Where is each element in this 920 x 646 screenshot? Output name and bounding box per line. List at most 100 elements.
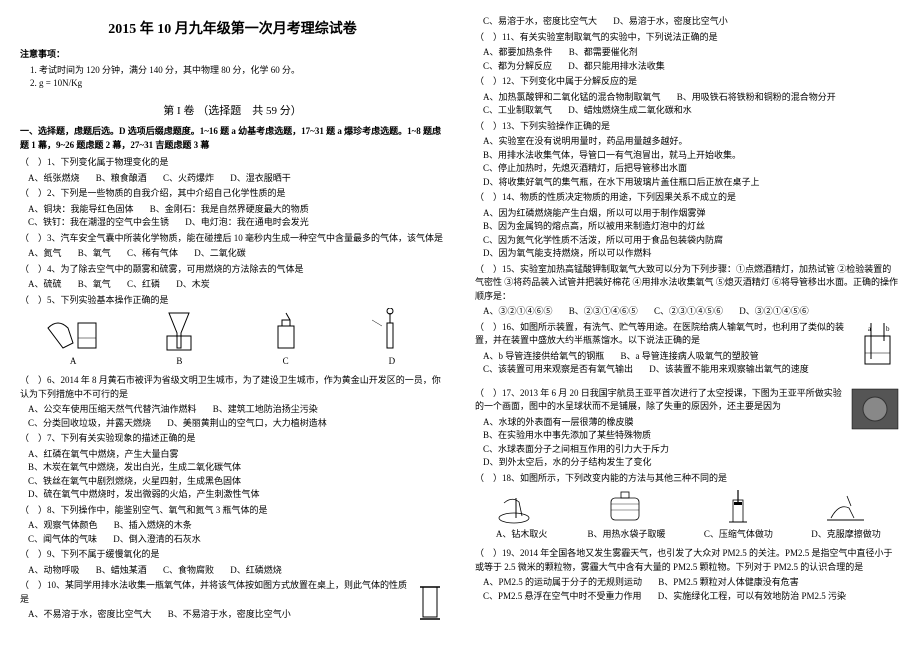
water-sphere-icon xyxy=(850,387,900,432)
gas-jar-icon xyxy=(415,579,445,624)
q4-opts: A、硫硫 B、氧气 C、红磷 D、木炭 xyxy=(28,278,445,292)
q9a: A、动物呼吸 xyxy=(28,564,80,578)
q15d: D、③②①④⑤⑥ xyxy=(739,305,809,319)
q2-opts: A、铜块：我能导红色固体 B、金刚石：我是自然界硬度最大的物质 xyxy=(28,203,445,217)
q17c-line: C、水球表面分子之间相互作用的引力大于斥力 xyxy=(483,443,900,457)
q11b: B、都需要催化剂 xyxy=(569,46,638,60)
q19c: C、PM2.5 悬浮在空气中时不受重力作用 xyxy=(483,590,642,604)
q12b: B、用吸铁石将铁粉和铜粉的混合物分开 xyxy=(677,91,836,105)
compress-gas-icon xyxy=(711,488,766,526)
q5-fig-b: B xyxy=(149,308,209,369)
q13: （ ）13、下列实验操作正确的是 xyxy=(475,120,900,134)
q1b: B、粮食酿酒 xyxy=(96,172,147,186)
q9d: D、红磷燃烧 xyxy=(230,564,282,578)
q12-opts: A、加热氯酸钾和二氧化锰的混合物制取氧气 B、用吸铁石将铁粉和铜粉的混合物分开 xyxy=(483,91,900,105)
q19d: D、实施绿化工程，可以有效地防治 PM2.5 污染 xyxy=(658,590,846,604)
q9c: C、食物腐败 xyxy=(163,564,214,578)
q14b-line: B、因为金属钨的熔点高，所以被用来制造灯泡中的灯丝 xyxy=(483,220,900,234)
friction-icon xyxy=(819,488,874,526)
q10d: D、易溶于水，密度比空气小 xyxy=(613,15,728,29)
q19-opts-2: C、PM2.5 悬浮在空气中时不受重力作用 D、实施绿化工程，可以有效地防治 P… xyxy=(483,590,900,604)
q12d: D、蜡烛燃烧生成二氧化碳和水 xyxy=(568,104,692,118)
q3-opts: A、氮气 B、氧气 C、稀有气体 D、二氧化碳 xyxy=(28,247,445,261)
q16: （ ）16、如图所示装置，有洗气、贮气等用途。在医院给病人输氧气时，也利用了类似… xyxy=(475,321,900,348)
q19a: A、PM2.5 的运动属于分子的无规则运动 xyxy=(483,576,642,590)
q12a: A、加热氯酸钾和二氧化锰的混合物制取氧气 xyxy=(483,91,661,105)
q12-opts-2: C、工业制取氧气 D、蜡烛燃烧生成二氧化碳和水 xyxy=(483,104,900,118)
q18a-label: A、钻木取火 xyxy=(494,528,549,542)
q9-opts: A、动物呼吸 B、蜡烛某酒 C、食物腐败 D、红磷燃烧 xyxy=(28,564,445,578)
q6d: D、美丽黄荆山的空气口，大力植树造林 xyxy=(167,417,327,431)
funnel-icon xyxy=(149,308,209,353)
q2d: D、电灯泡：我在通电时会发光 xyxy=(185,216,309,230)
q8a: A、观察气体颜色 xyxy=(28,519,98,533)
q7d-line: D、硫在氧气中燃烧时，发出微弱的火焰，产生刺激性气体 xyxy=(28,488,445,502)
q16c: C、该装置可用来观察是否有氧气输出 xyxy=(483,363,633,377)
section-1-instruction: 一、选择题，虑题后选。D 选项后缀虑题度。1~16 题 a 幼基考虑选题，17~… xyxy=(20,125,445,152)
q3: （ ）3、汽车安全气囊中所装化学物质，能在碰撞后 10 毫秒内生成一种空气中含量… xyxy=(20,232,445,246)
q4c: C、红磷 xyxy=(127,278,160,292)
svg-text:b: b xyxy=(886,325,890,333)
q16b: B、a 导管连接病人吸氧气的塑胶管 xyxy=(621,350,759,364)
notice-2: 2. g = 10N/Kg xyxy=(30,77,445,91)
q18-figures: A、钻木取火 B、用热水袋子取暖 C、压缩气体做功 xyxy=(475,491,900,541)
q2: （ ）2、下列是一些物质的自我介绍，其中介绍自己化学性质的是 xyxy=(20,187,445,201)
q14a-line: A、因为红磷燃烧能产生白烟，所以可以用于制作烟雾弹 xyxy=(483,207,900,221)
q5-fig-c: C xyxy=(256,308,316,369)
q10c: C、易溶于水，密度比空气大 xyxy=(483,15,597,29)
q13d-line: D、将收集好氧气的集气瓶，在水下用玻璃片盖住瓶口后正放在桌子上 xyxy=(483,176,900,190)
q19b: B、PM2.5 颗粒对人体健康没有危害 xyxy=(658,576,799,590)
q2a: A、铜块：我能导红色固体 xyxy=(28,203,134,217)
dropper-tube-icon xyxy=(362,308,422,353)
q11-opts-2: C、都为分解反应 D、都只能用排水法收集 xyxy=(483,60,900,74)
q6-opts: A、公交车使用压缩天然气代替汽油作燃料 B、建筑工地防治扬尘污染 xyxy=(28,403,445,417)
q11a: A、都要加热条件 xyxy=(483,46,553,60)
q7c-line: C、铁丝在氧气中剧烈燃烧，火星四射，生成黑色固体 xyxy=(28,475,445,489)
q5-figures: A B C xyxy=(20,313,445,368)
q18c-label: C、压缩气体做功 xyxy=(704,528,773,542)
q14: （ ）14、物质的性质决定物质的用途，下列因果关系不成立的是 xyxy=(475,191,900,205)
stopper-bottle-icon xyxy=(256,308,316,353)
gas-washing-bottle-icon: a b xyxy=(855,321,900,371)
q1a: A、纸张燃烧 xyxy=(28,172,80,186)
q8c: C、闻气体的气味 xyxy=(28,533,97,547)
q7b-line: B、木炭在氧气中燃烧，发出白光，生成二氧化碳气体 xyxy=(28,461,445,475)
q18: （ ）18、如图所示，下列改变内能的方法与其他三种不同的是 xyxy=(475,472,900,486)
q16-opts: A、b 导管连接供给氧气的钢瓶 B、a 导管连接病人吸氧气的塑胶管 xyxy=(483,350,900,364)
hand-beaker-icon xyxy=(43,308,103,353)
q1c: C、火药爆炸 xyxy=(163,172,214,186)
q4a: A、硫硫 xyxy=(28,278,62,292)
q8-opts: A、观察气体颜色 B、插入燃烧的木条 xyxy=(28,519,445,533)
q3a: A、氮气 xyxy=(28,247,62,261)
q9b: B、蜡烛某酒 xyxy=(96,564,147,578)
q17a-line: A、水球的外表面有一层很薄的橡皮膜 xyxy=(483,416,900,430)
q8: （ ）8、下列操作中，能鉴别空气、氧气和氮气 3 瓶气体的是 xyxy=(20,504,445,518)
q15-opts: A、③②①④⑥⑤ B、②③①④⑥⑤ C、②③①④⑤⑥ D、③②①④⑤⑥ xyxy=(483,305,900,319)
q13a-line: A、实验室在没有说明用量时，药品用量越多越好。 xyxy=(483,135,900,149)
q4: （ ）4、为了除去空气中的颞雾和硫雾，可用燃烧的方法除去的气体是 xyxy=(20,263,445,277)
q15a: A、③②①④⑥⑤ xyxy=(483,305,553,319)
q2b: B、金刚石：我是自然界硬度最大的物质 xyxy=(150,203,309,217)
notice-1: 1. 考试时间为 120 分钟，满分 140 分，其中物理 80 分，化学 60… xyxy=(30,64,445,78)
q4b: B、氧气 xyxy=(78,278,111,292)
q11d: D、都只能用排水法收集 xyxy=(568,60,665,74)
q2c: C、铁钉：我在潮湿的空气中会生锈 xyxy=(28,216,169,230)
q6b: B、建筑工地防治扬尘污染 xyxy=(213,403,318,417)
q16-figure: a b xyxy=(855,321,900,376)
q18-fig-c: C、压缩气体做功 xyxy=(704,488,773,542)
drill-fire-icon xyxy=(494,488,549,526)
section-1-title: 第 I 卷 （选择题 共 59 分） xyxy=(20,103,445,120)
q10: （ ）10、某同学用排水法收集一瓶氧气体，并将该气体按如图方式放置在桌上，则此气… xyxy=(20,579,445,606)
q2-opts-2: C、铁钉：我在潮湿的空气中会生锈 D、电灯泡：我在通电时会发光 xyxy=(28,216,445,230)
q3d: D、二氧化碳 xyxy=(194,247,246,261)
q18-fig-a: A、钻木取火 xyxy=(494,488,549,542)
q19-opts: A、PM2.5 的运动属于分子的无规则运动 B、PM2.5 颗粒对人体健康没有危… xyxy=(483,576,900,590)
q8-opts-2: C、闻气体的气味 D、倒入澄清的石灰水 xyxy=(28,533,445,547)
q4d: D、木炭 xyxy=(176,278,210,292)
q10b: B、不易溶于水，密度比空气小 xyxy=(168,608,291,622)
q13c-line: C、停止加热时，先熄灭酒精灯，后把导管移出水面 xyxy=(483,162,900,176)
q11: （ ）11、有关实验室制取氧气的实验中，下列说法正确的是 xyxy=(475,31,900,45)
q11c: C、都为分解反应 xyxy=(483,60,552,74)
q17: （ ）17、2013 年 6 月 20 日我国宇航员王亚平首次进行了太空授课，下… xyxy=(475,387,900,414)
q1d: D、湿衣服晒干 xyxy=(230,172,291,186)
